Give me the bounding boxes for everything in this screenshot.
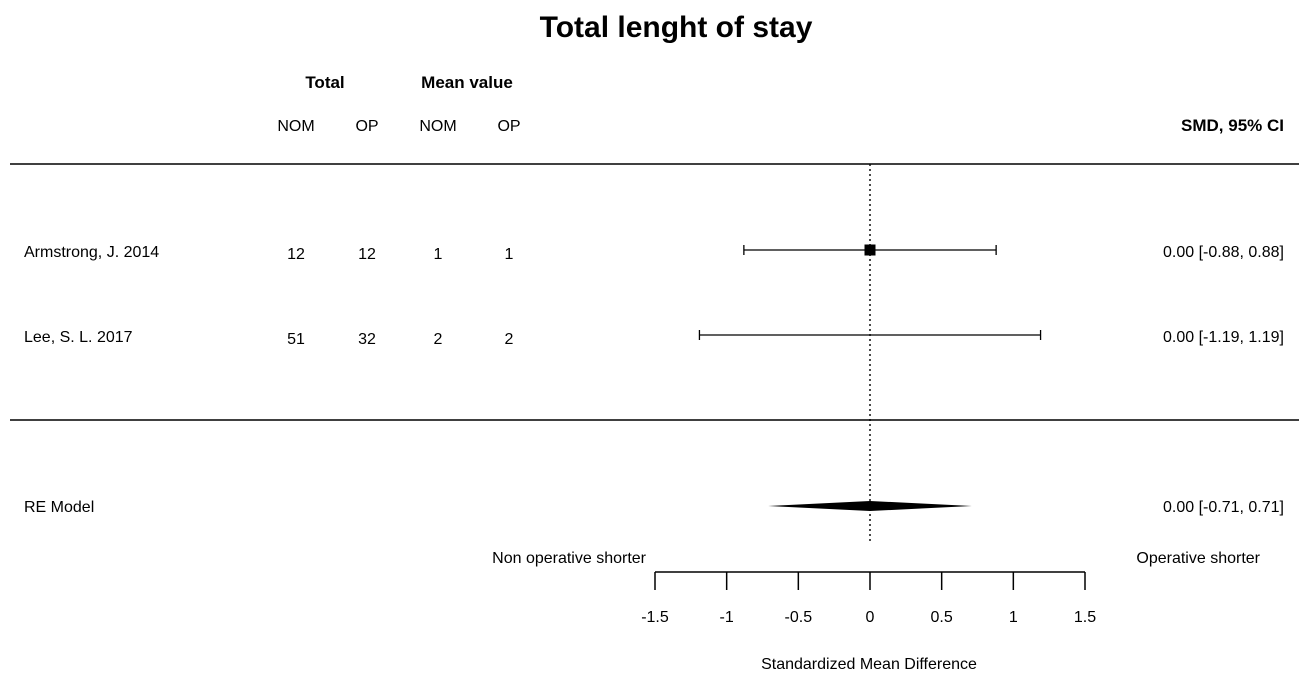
summary-ci-text: 0.00 [-0.71, 0.71] bbox=[1163, 499, 1284, 516]
right-annotation: Operative shorter bbox=[1136, 550, 1260, 567]
header-total: Total bbox=[305, 73, 344, 92]
study-total-nom: 12 bbox=[287, 246, 305, 263]
header-mean-value: Mean value bbox=[421, 73, 513, 92]
study-mean-nom: 1 bbox=[434, 246, 443, 263]
x-tick-label: 1 bbox=[1009, 609, 1018, 626]
x-tick-label: -1 bbox=[720, 609, 734, 626]
study-total-op: 32 bbox=[358, 331, 376, 348]
x-axis: -1.5 -1 -0.5 0 0.5 1 1.5 bbox=[641, 571, 1096, 626]
point-estimate bbox=[864, 244, 876, 256]
study-row-1: Armstrong, J. 2014 12 12 1 1 0.00 [-0.88… bbox=[24, 244, 1284, 263]
x-tick-label: 1.5 bbox=[1074, 609, 1096, 626]
header-total-op: OP bbox=[355, 118, 378, 135]
summary-diamond bbox=[768, 501, 972, 511]
study-label: Lee, S. L. 2017 bbox=[24, 329, 133, 346]
x-tick-label: -1.5 bbox=[641, 609, 669, 626]
header-mean-nom: NOM bbox=[419, 118, 456, 135]
summary-label: RE Model bbox=[24, 499, 94, 516]
x-axis-label: Standardized Mean Difference bbox=[761, 656, 977, 673]
study-ci-text: 0.00 [-0.88, 0.88] bbox=[1163, 244, 1284, 261]
study-mean-op: 1 bbox=[505, 246, 514, 263]
study-row-2: Lee, S. L. 2017 51 32 2 2 0.00 [-1.19, 1… bbox=[24, 329, 1284, 348]
chart-marks bbox=[698, 164, 1042, 541]
study-total-nom: 51 bbox=[287, 331, 305, 348]
study-total-op: 12 bbox=[358, 246, 376, 263]
study-mean-op: 2 bbox=[505, 331, 514, 348]
x-tick-label: -0.5 bbox=[785, 609, 813, 626]
x-tick-label: 0 bbox=[866, 609, 875, 626]
header-smd-ci: SMD, 95% CI bbox=[1181, 116, 1284, 135]
chart-title: Total lenght of stay bbox=[540, 11, 813, 44]
left-annotation: Non operative shorter bbox=[492, 550, 647, 567]
header-total-nom: NOM bbox=[277, 118, 314, 135]
study-ci-text: 0.00 [-1.19, 1.19] bbox=[1163, 329, 1284, 346]
study-mean-nom: 2 bbox=[434, 331, 443, 348]
x-tick-label: 0.5 bbox=[931, 609, 953, 626]
study-label: Armstrong, J. 2014 bbox=[24, 244, 159, 261]
header-mean-op: OP bbox=[497, 118, 520, 135]
